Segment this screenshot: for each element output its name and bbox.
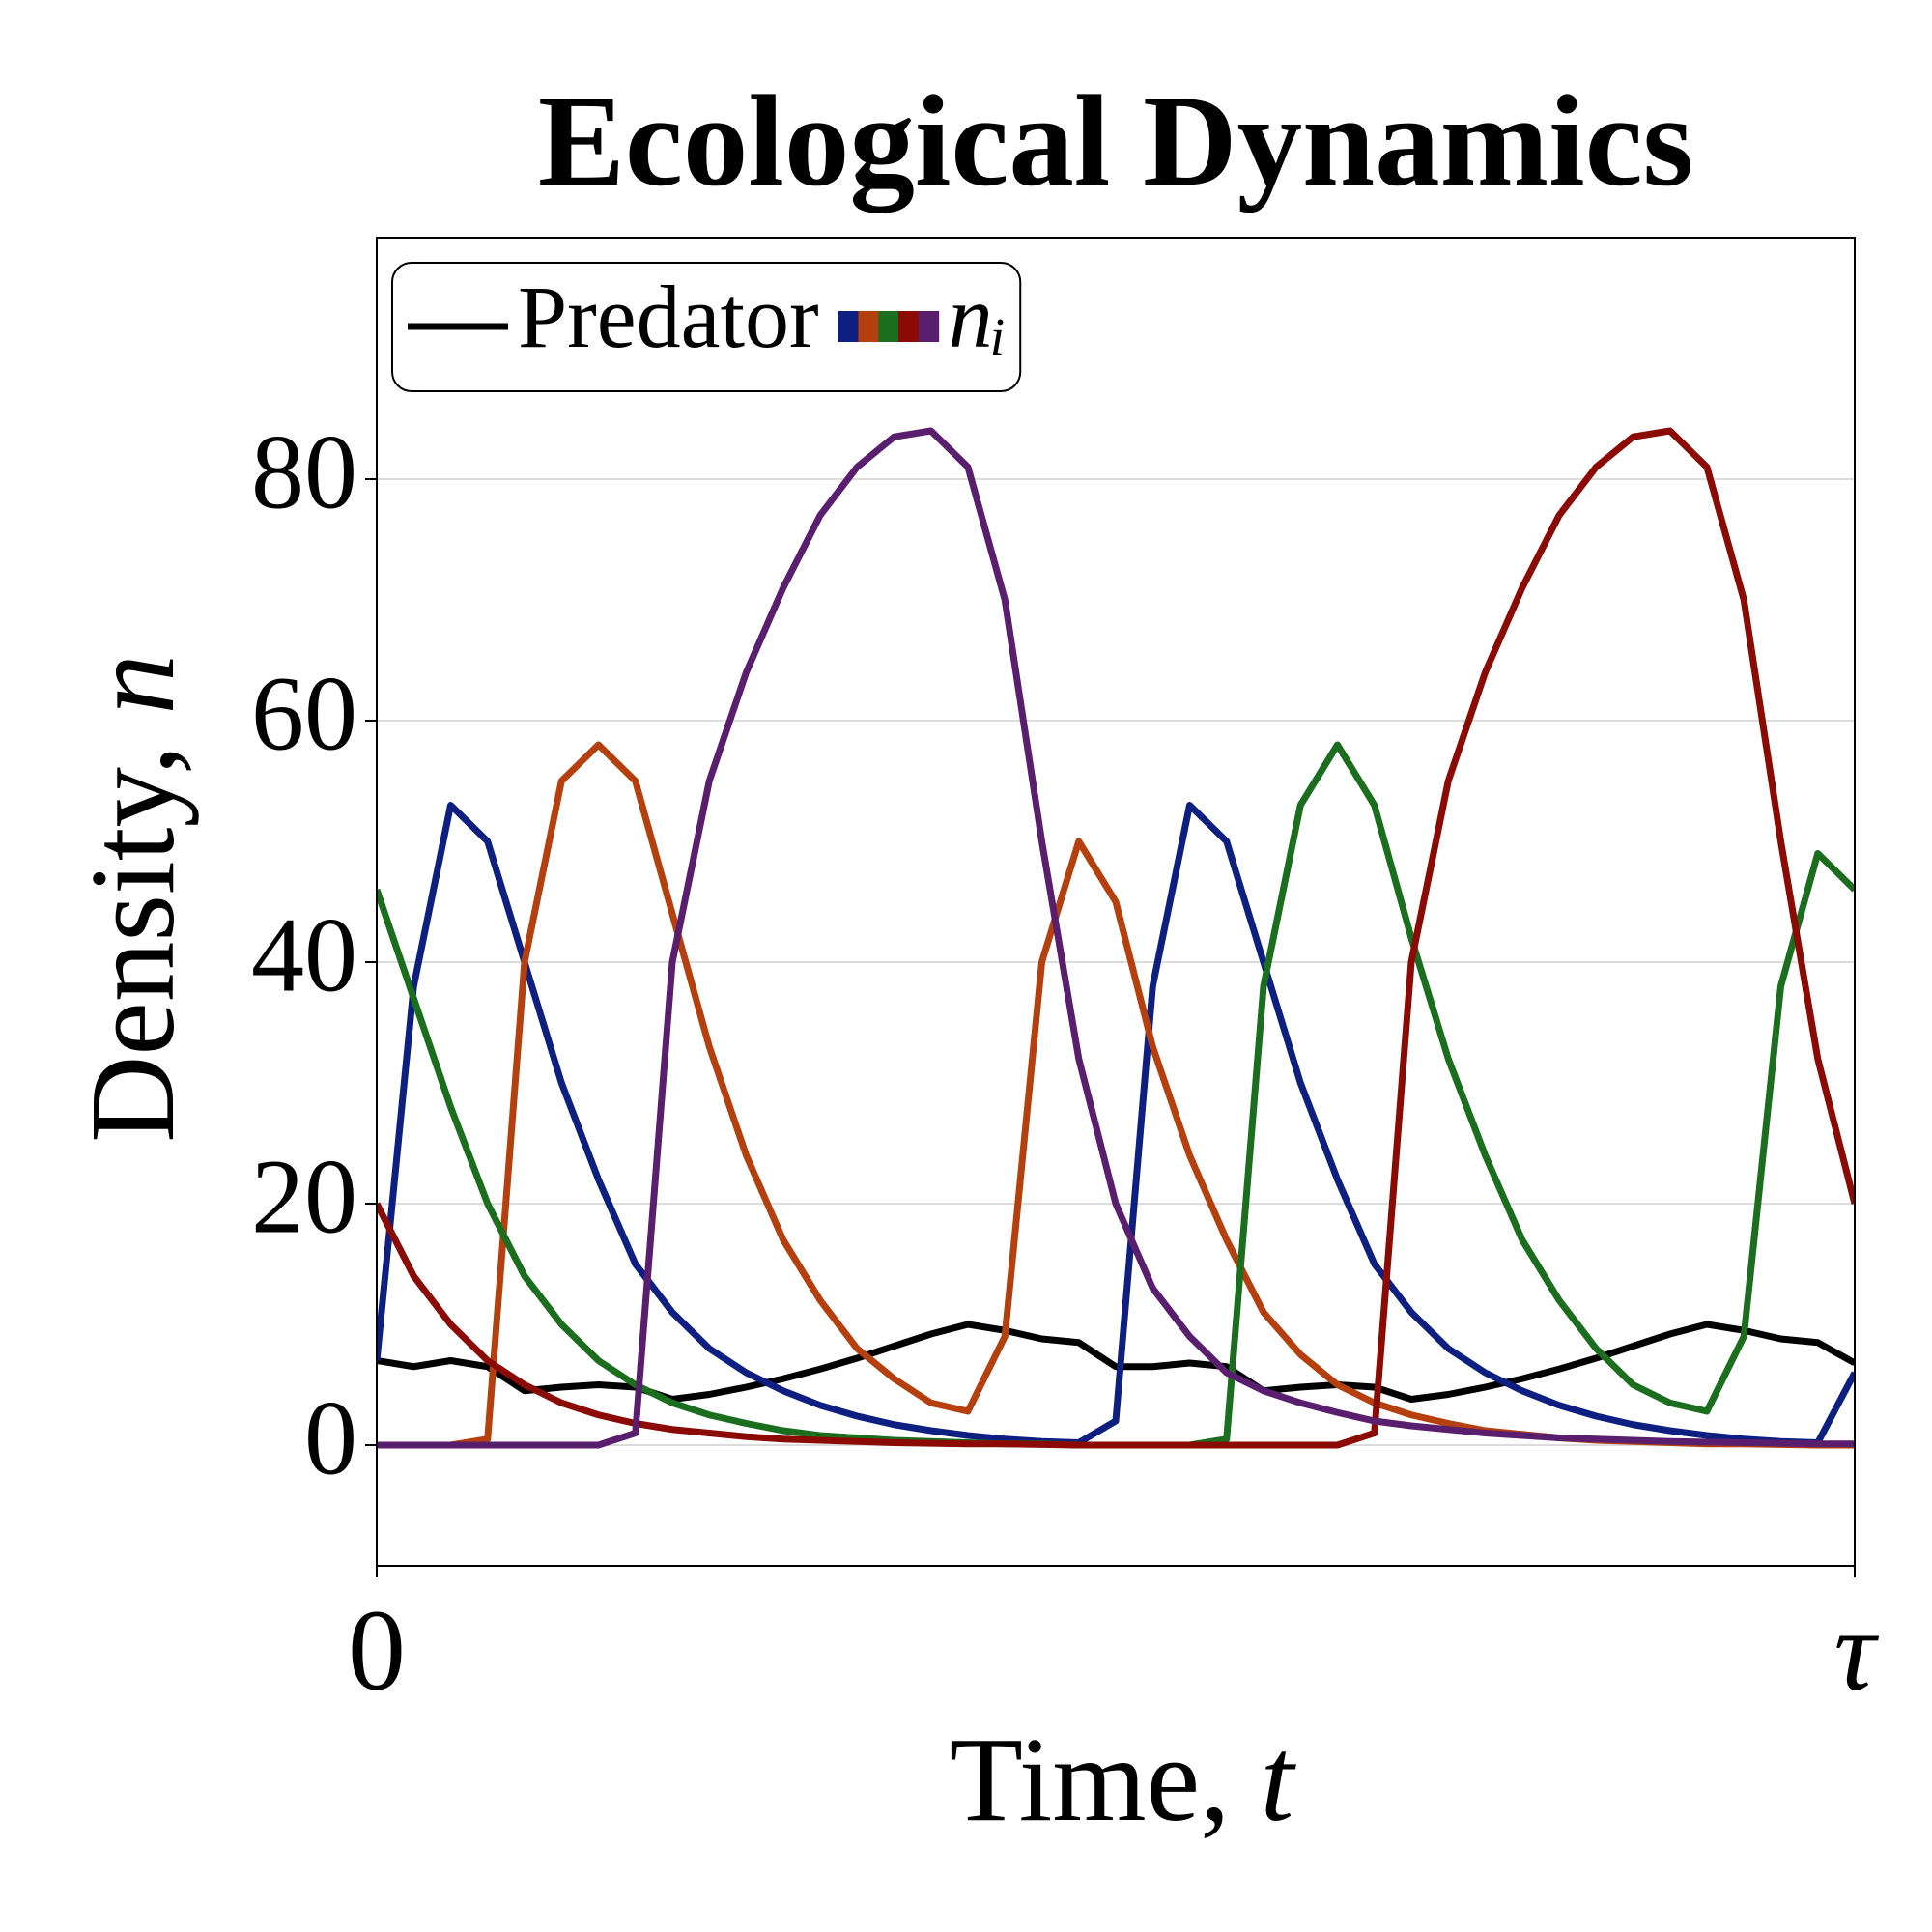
series-line bbox=[377, 802, 1855, 1446]
legend-label: Predator bbox=[518, 268, 819, 366]
legend-label: nᵢ bbox=[949, 268, 1008, 366]
series-line bbox=[377, 1321, 1855, 1403]
series-line bbox=[377, 427, 1855, 1449]
y-axis-label-var: n bbox=[67, 654, 200, 715]
legend: Predator nᵢ bbox=[391, 262, 1022, 392]
legend-patch bbox=[898, 311, 920, 342]
x-axis-label-var: t bbox=[1261, 1714, 1297, 1847]
y-tick-label: 20 bbox=[251, 1137, 357, 1255]
legend-patch bbox=[838, 311, 859, 342]
y-tick-label: 40 bbox=[251, 895, 357, 1013]
x-axis-label: Time, t bbox=[950, 1714, 1297, 1847]
y-tick-label: 80 bbox=[251, 412, 357, 530]
chart-title: Ecological Dynamics bbox=[538, 70, 1693, 213]
legend-patch bbox=[878, 311, 899, 342]
y-tick-label: 0 bbox=[304, 1378, 357, 1496]
plot-frame bbox=[376, 237, 1856, 1567]
series-line bbox=[377, 427, 1855, 1449]
legend-patch bbox=[858, 311, 879, 342]
legend-patch bbox=[918, 311, 940, 342]
x-tick-label: τ bbox=[1834, 1586, 1880, 1715]
x-axis-label-text: Time, bbox=[950, 1714, 1261, 1847]
legend-box bbox=[391, 262, 1022, 392]
y-tick-label: 60 bbox=[251, 654, 357, 772]
legend-label-sub: ᵢ bbox=[993, 268, 1008, 366]
y-axis-label: Density, n bbox=[67, 654, 200, 1143]
y-axis-label-text: Density, bbox=[67, 715, 200, 1143]
x-tick-label: 0 bbox=[348, 1586, 406, 1715]
legend-label-var: n bbox=[949, 268, 993, 366]
